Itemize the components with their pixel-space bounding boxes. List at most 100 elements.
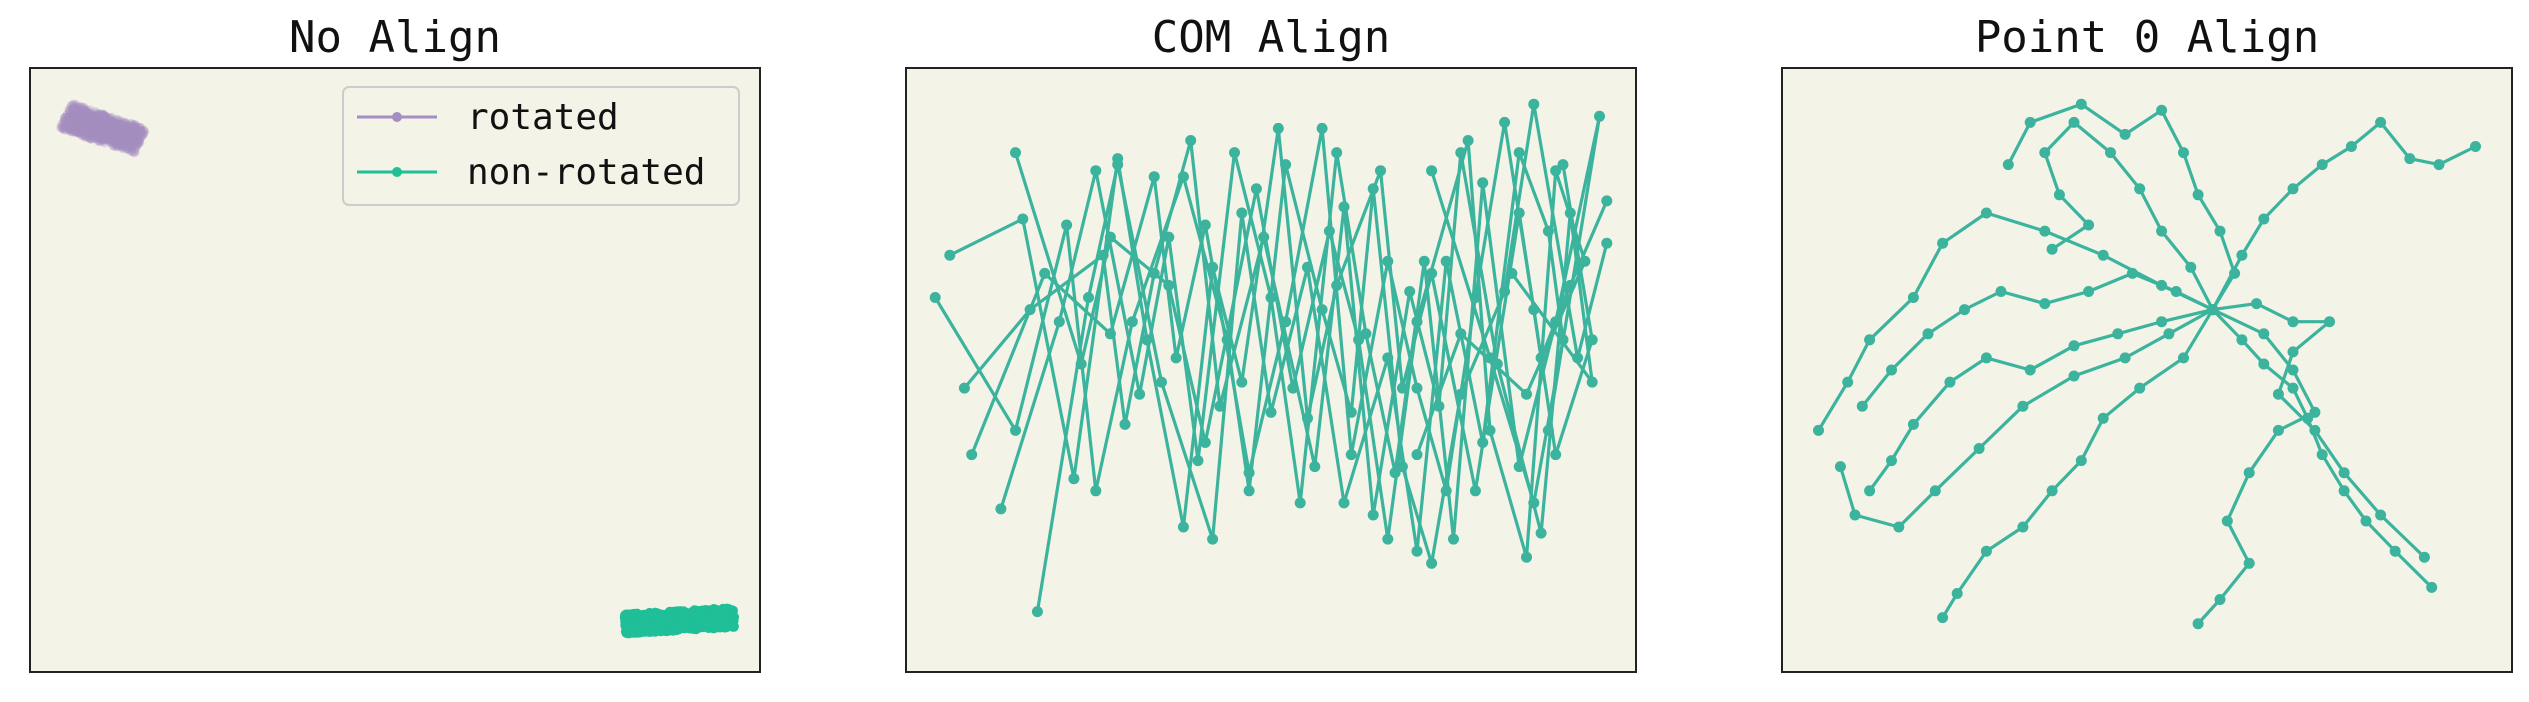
- point-rotated: [119, 131, 130, 142]
- trajectory-point: [2433, 159, 2445, 171]
- trajectory-point: [1995, 286, 2007, 297]
- trajectory-point: [2258, 328, 2270, 340]
- trajectory-point: [1535, 527, 1547, 539]
- point-rotated: [90, 128, 101, 139]
- trajectory-point: [1944, 376, 1956, 388]
- point-rotated: [91, 114, 102, 124]
- trajectory-point: [1010, 147, 1021, 159]
- trajectory-point: [1177, 521, 1189, 533]
- point-rotated: [105, 116, 116, 127]
- point-rotated: [65, 106, 76, 117]
- trajectory-point: [2039, 147, 2051, 159]
- point-rotated: [87, 128, 98, 139]
- point-rotated: [102, 117, 113, 128]
- point-rotated: [117, 141, 128, 152]
- point-rotated: [114, 126, 125, 137]
- title-com-align: COM Align: [1152, 12, 1390, 63]
- point-rotated: [112, 141, 123, 152]
- point-rotated: [105, 120, 115, 131]
- trajectory-rotated: [63, 112, 151, 145]
- trajectory-point: [2287, 346, 2299, 358]
- trajectory-point: [1207, 533, 1219, 545]
- point-rotated: [79, 118, 90, 129]
- point-rotated: [85, 115, 96, 126]
- point-rotated: [132, 139, 143, 150]
- point-rotated: [133, 125, 144, 136]
- trajectory-point: [2338, 485, 2350, 497]
- point-rotated: [66, 121, 77, 132]
- point-rotated: [68, 103, 79, 114]
- trajectory-8: [1937, 304, 2219, 624]
- trajectory-point: [2170, 286, 2182, 297]
- point-rotated: [66, 124, 77, 135]
- trajectory-point: [1513, 147, 1525, 159]
- trajectory-point: [1367, 509, 1379, 521]
- point-rotated: [103, 116, 113, 127]
- trajectory-point: [1856, 400, 1868, 412]
- series-rotated: [56, 99, 151, 158]
- point-rotated: [132, 137, 142, 148]
- point-rotated: [101, 130, 112, 141]
- point-rotated: [91, 108, 102, 119]
- point-rotated: [109, 124, 120, 135]
- trajectory-point: [1068, 473, 1080, 485]
- point-rotated: [130, 133, 141, 144]
- point-rotated: [86, 133, 97, 144]
- point-rotated: [126, 121, 137, 132]
- point-rotated: [117, 127, 128, 138]
- legend-marker-rotated: [392, 112, 402, 122]
- point-rotated: [100, 130, 111, 141]
- point-rotated: [86, 113, 97, 124]
- trajectory-rotated: [75, 110, 145, 148]
- trajectory-point: [2126, 267, 2138, 279]
- trajectory-point: [1886, 455, 1897, 467]
- point-rotated: [109, 133, 119, 144]
- point-rotated: [78, 102, 89, 113]
- point-rotated: [95, 112, 106, 123]
- trajectory-5: [958, 135, 1598, 539]
- point-rotated: [74, 109, 85, 120]
- point-rotated: [99, 130, 110, 141]
- point-rotated: [122, 143, 133, 154]
- point-rotated: [133, 131, 144, 141]
- trajectory-point: [1834, 461, 1846, 473]
- point-rotated: [81, 114, 92, 125]
- point-rotated: [126, 131, 137, 142]
- trajectory-point: [1893, 521, 1905, 533]
- trajectory-point: [2287, 364, 2299, 376]
- point-rotated: [128, 124, 139, 135]
- point-rotated: [61, 124, 72, 135]
- trajectory-point: [2134, 382, 2146, 394]
- point-rotated: [109, 138, 120, 148]
- point-rotated: [66, 119, 77, 130]
- trajectory-point: [1922, 328, 1934, 340]
- trajectory-point: [1119, 418, 1131, 430]
- point-rotated: [122, 133, 133, 144]
- point-rotated: [87, 115, 98, 126]
- point-rotated: [110, 115, 121, 126]
- point-rotated: [98, 110, 109, 121]
- point-rotated: [85, 118, 96, 129]
- point-rotated: [101, 115, 112, 126]
- point-rotated: [72, 105, 83, 116]
- trajectory-point: [1469, 485, 1481, 497]
- point-rotated: [85, 113, 96, 124]
- trajectory-point: [1229, 147, 1240, 159]
- point-rotated: [127, 125, 138, 136]
- point-rotated: [85, 133, 96, 144]
- point-rotated: [63, 111, 74, 122]
- trajectory-rotated: [65, 105, 140, 144]
- trajectory-point: [1112, 153, 1124, 165]
- trajectory-point: [1426, 165, 1438, 177]
- point-rotated: [118, 128, 129, 139]
- point-rotated: [64, 123, 75, 134]
- point-rotated: [68, 123, 79, 134]
- trajectory-point: [2251, 298, 2262, 310]
- point-rotated: [72, 127, 82, 138]
- point-rotated: [94, 129, 105, 140]
- point-rotated: [138, 128, 149, 139]
- point-rotated: [111, 122, 122, 133]
- trajectory-point: [2287, 316, 2299, 328]
- title-point-0-align: Point 0 Align: [1975, 12, 2319, 63]
- point-rotated: [71, 126, 82, 136]
